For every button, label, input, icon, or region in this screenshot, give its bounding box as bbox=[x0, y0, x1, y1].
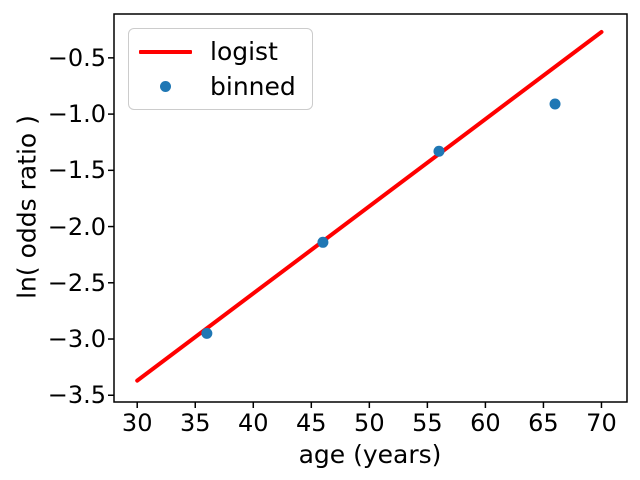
binned-point bbox=[201, 327, 213, 339]
y-tick-label: −2.0 bbox=[47, 212, 106, 241]
axes-frame bbox=[113, 13, 628, 403]
y-tick-label: −3.0 bbox=[47, 325, 106, 354]
x-axis-label: age (years) bbox=[298, 440, 442, 469]
blue-dot-icon bbox=[160, 81, 171, 92]
legend-label-logist: logist bbox=[210, 37, 278, 66]
red-line-icon bbox=[139, 49, 192, 54]
x-tick-label: 60 bbox=[470, 409, 501, 437]
y-tick-label: −3.5 bbox=[47, 381, 106, 410]
y-tick-label: −2.5 bbox=[47, 268, 106, 297]
binned-point bbox=[549, 98, 561, 110]
legend: logist binned bbox=[128, 28, 313, 110]
x-tick-label: 50 bbox=[354, 409, 385, 437]
legend-label-binned: binned bbox=[210, 72, 296, 101]
binned-point bbox=[433, 145, 445, 157]
x-tick-label: 30 bbox=[121, 409, 153, 437]
legend-sample-binned bbox=[139, 81, 192, 92]
x-tick-label: 55 bbox=[412, 409, 443, 437]
binned-point bbox=[317, 236, 329, 248]
legend-sample-logist bbox=[139, 49, 192, 54]
y-axis-label: ln( odds ratio ) bbox=[12, 115, 42, 299]
legend-item-logist: logist bbox=[139, 34, 296, 69]
x-tick-label: 35 bbox=[179, 409, 211, 437]
x-tick-label: 40 bbox=[237, 409, 269, 437]
logist-line bbox=[135, 29, 604, 383]
x-tick-label: 70 bbox=[586, 409, 617, 437]
x-tick-label: 65 bbox=[528, 409, 559, 437]
y-tick-label: −1.5 bbox=[47, 156, 106, 185]
y-tick-label: −1.0 bbox=[47, 100, 106, 129]
y-tick-label: −0.5 bbox=[47, 43, 106, 72]
x-tick-label: 45 bbox=[296, 409, 327, 437]
legend-item-binned: binned bbox=[139, 69, 296, 104]
